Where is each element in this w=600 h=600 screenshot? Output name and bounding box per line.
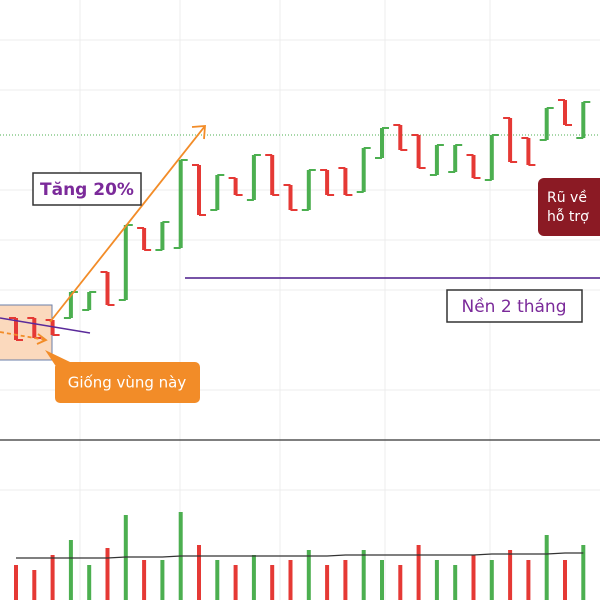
ohlc-body <box>544 108 549 140</box>
ohlc-body <box>160 222 165 250</box>
volume-bar <box>160 560 165 600</box>
volume-bar <box>453 565 458 600</box>
ohlc-body <box>361 148 366 192</box>
gain-label: Tăng 20% <box>40 180 134 200</box>
ohlc-body <box>306 170 311 210</box>
ohlc-body <box>32 318 37 338</box>
volume-bar <box>508 550 513 600</box>
gain-arrow <box>0 125 206 345</box>
ohlc-body <box>178 160 183 248</box>
volume-bar <box>581 545 586 600</box>
volume-bar <box>270 565 275 600</box>
shakeout-label: hỗ trợ <box>547 208 589 225</box>
ohlc-body <box>471 155 476 178</box>
volume-bar <box>306 550 311 600</box>
volume-average <box>16 552 584 559</box>
ohlc-body <box>14 318 18 340</box>
volume-bar <box>325 565 330 600</box>
similar-label-box <box>45 350 200 403</box>
ohlc-body <box>526 138 531 165</box>
volume-bar <box>380 560 384 600</box>
volume-bar <box>50 555 55 600</box>
volume-bar <box>416 545 421 600</box>
ohlc-body <box>563 100 567 125</box>
ohlc-body <box>251 155 256 200</box>
volume-bar <box>68 540 73 600</box>
volume-bar <box>105 548 110 600</box>
ohlc-body <box>343 168 348 195</box>
ohlc-body <box>197 165 201 215</box>
ohlc-body <box>87 292 92 310</box>
shakeout-label-box <box>538 178 600 236</box>
volume-bar <box>215 560 220 600</box>
ohlc-body <box>508 118 513 162</box>
volume-bar <box>526 560 531 600</box>
ohlc-body <box>142 228 147 250</box>
ohlc-body <box>68 292 73 318</box>
ohlc-body <box>453 145 458 172</box>
ohlc-body <box>398 125 403 150</box>
volume-bar <box>87 565 92 600</box>
volume-bar <box>471 555 476 600</box>
ohlc-body <box>380 128 384 158</box>
ohlc-body <box>434 145 439 175</box>
volume-bar <box>32 570 37 600</box>
volume-bar <box>343 560 348 600</box>
volume-bar <box>14 565 18 600</box>
ohlc-body <box>325 170 330 195</box>
ohlc-body <box>215 175 220 210</box>
ohlc-body <box>416 135 421 168</box>
zone-box <box>0 304 53 361</box>
ohlc-body <box>489 135 494 180</box>
base-label: Nền 2 tháng <box>462 296 567 317</box>
volume-bar <box>544 535 549 600</box>
ohlc-body <box>288 185 293 210</box>
ohlc-body <box>123 225 128 300</box>
volume-bar <box>398 565 403 600</box>
volume-bar <box>233 565 238 600</box>
volume-bar <box>434 560 439 600</box>
volume-bar <box>251 555 256 600</box>
ohlc-body <box>105 272 110 305</box>
volume-bar <box>288 560 293 600</box>
shakeout-label: Rũ về <box>547 189 587 206</box>
volume-bar <box>197 545 201 600</box>
volume-bar <box>489 560 494 600</box>
similar-label: Giống vùng này <box>68 374 187 392</box>
volume-bar <box>142 560 147 600</box>
trend-line <box>0 317 91 334</box>
gain-label-box <box>32 172 142 206</box>
volume-bar <box>361 550 366 600</box>
ohlc-body <box>233 178 238 195</box>
ohlc-body <box>581 102 586 138</box>
volume-bar <box>563 560 567 600</box>
ohlc-body <box>270 155 275 195</box>
base-label-box <box>446 289 583 323</box>
